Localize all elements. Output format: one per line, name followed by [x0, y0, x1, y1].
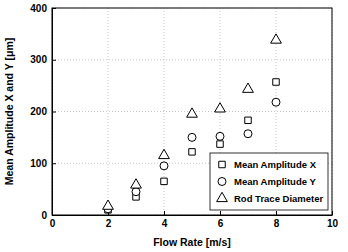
x-axis-line	[53, 215, 333, 216]
y-tick: 200	[30, 106, 56, 117]
x-tick: 2	[106, 211, 112, 229]
x-tick-label: 10	[327, 218, 339, 229]
point	[161, 178, 167, 184]
point	[273, 79, 279, 85]
y-tick-label: 400	[30, 3, 47, 14]
legend-symbol	[217, 192, 228, 201]
y-tick-mark	[52, 8, 56, 9]
point	[189, 149, 195, 155]
legend-box	[210, 153, 328, 210]
x-tick-mark	[220, 211, 221, 215]
x-tick-label: 2	[106, 218, 112, 229]
point	[217, 141, 223, 147]
point	[159, 149, 170, 158]
point	[132, 188, 140, 196]
y-axis: 0 100 200 300 400	[30, 3, 56, 221]
point	[243, 83, 254, 92]
point	[160, 162, 168, 170]
x-axis-title: Flow Rate [m/s]	[153, 236, 231, 248]
point	[244, 130, 252, 138]
point	[131, 179, 142, 188]
x-tick-label: 6	[218, 218, 224, 229]
plot-frame	[52, 8, 332, 215]
legend-label: Rod Trace Diameter	[234, 193, 324, 204]
y-tick-mark	[52, 215, 56, 216]
point	[103, 200, 114, 209]
point	[272, 98, 280, 106]
point	[271, 34, 282, 43]
x-tick: 10	[327, 211, 339, 229]
x-axis: 0 2 4 6 8 10	[50, 211, 339, 229]
y-tick-label: 300	[30, 54, 47, 65]
x-tick-label: 8	[274, 218, 280, 229]
x-tick-label: 0	[50, 218, 56, 229]
x-tick-mark	[164, 211, 165, 215]
y-tick-mark	[52, 163, 56, 164]
point	[216, 132, 224, 140]
point	[187, 108, 198, 117]
grid	[52, 8, 332, 215]
y-tick: 400	[30, 3, 56, 14]
legend-label: Mean Amplitude Y	[234, 176, 316, 187]
y-tick-label: 200	[30, 106, 47, 117]
y-tick-mark	[52, 60, 56, 61]
x-tick: 8	[274, 211, 280, 229]
grid-line-x	[108, 8, 109, 215]
point	[245, 117, 251, 123]
y-tick: 300	[30, 54, 56, 65]
y-tick-mark	[52, 112, 56, 113]
legend-label: Mean Amplitude X	[234, 159, 317, 170]
legend-symbol	[218, 178, 226, 186]
y-tick-label: 0	[41, 210, 47, 221]
point	[188, 133, 196, 141]
legend: Mean Amplitude X Mean Amplitude Y Rod Trac…	[210, 153, 328, 210]
legend-symbol	[219, 161, 225, 167]
y-axis-title: Mean Amplitude X and Y [μm]	[3, 38, 15, 185]
point	[215, 103, 226, 112]
y-tick: 0	[41, 210, 56, 221]
x-tick-label: 4	[162, 218, 168, 229]
x-tick: 4	[162, 211, 168, 229]
chart: 02468100100200300400Flow Rate [m/s]Mean …	[0, 0, 348, 252]
x-tick-mark	[332, 211, 333, 215]
y-tick-label: 100	[30, 158, 47, 169]
x-tick-mark	[276, 211, 277, 215]
grid-line-y	[52, 59, 332, 60]
x-tick: 6	[218, 211, 224, 229]
y-tick: 100	[30, 158, 56, 169]
